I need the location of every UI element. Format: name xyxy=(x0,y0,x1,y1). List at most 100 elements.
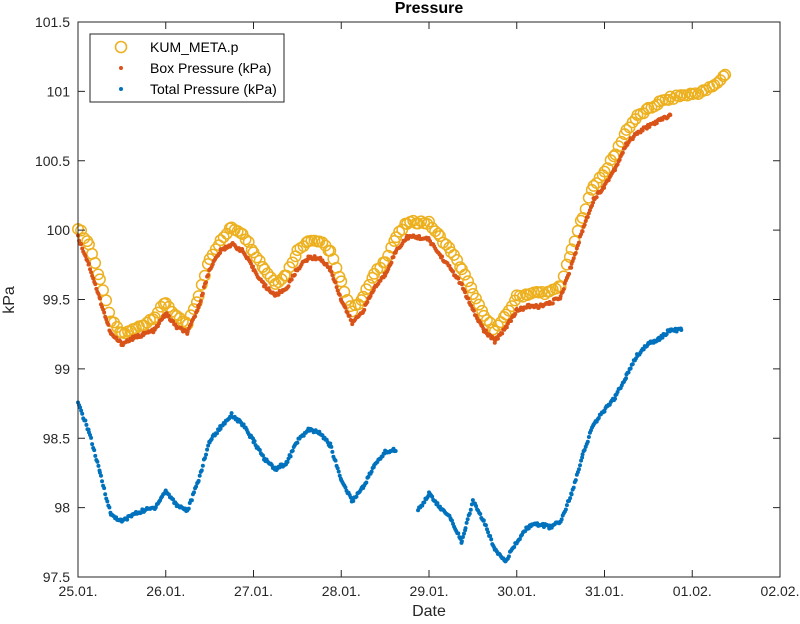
data-point xyxy=(580,452,585,457)
data-point xyxy=(389,260,394,265)
data-point xyxy=(393,449,398,454)
data-point xyxy=(462,275,474,288)
data-point xyxy=(97,296,102,301)
data-point xyxy=(86,261,91,266)
data-point xyxy=(435,501,440,506)
data-point xyxy=(218,426,223,431)
data-point xyxy=(456,531,461,536)
data-point xyxy=(241,422,246,427)
data-point xyxy=(451,253,464,266)
data-point xyxy=(252,439,257,444)
data-point xyxy=(470,498,475,503)
data-point xyxy=(107,505,112,510)
x-tick-label: 26.01. xyxy=(146,583,185,599)
data-point xyxy=(571,256,576,261)
data-point xyxy=(100,479,105,484)
data-point xyxy=(465,281,478,294)
data-point xyxy=(251,264,256,269)
data-point xyxy=(449,518,454,523)
data-point xyxy=(476,304,489,317)
data-point xyxy=(83,418,88,423)
data-point xyxy=(591,200,596,205)
data-point xyxy=(295,440,300,445)
data-point xyxy=(630,362,635,367)
data-point xyxy=(218,250,223,255)
data-point xyxy=(79,242,84,247)
data-point xyxy=(189,498,194,503)
data-point xyxy=(620,150,625,155)
data-point xyxy=(602,185,607,190)
data-point xyxy=(582,222,587,227)
data-point xyxy=(664,90,677,103)
data-point xyxy=(200,291,205,296)
data-point xyxy=(316,236,329,249)
data-point xyxy=(573,250,578,255)
y-tick-label: 99.5 xyxy=(43,292,70,308)
data-point xyxy=(351,499,356,504)
data-point xyxy=(626,370,631,375)
data-point xyxy=(333,280,338,285)
data-point xyxy=(272,276,285,289)
data-point xyxy=(200,463,205,468)
data-point xyxy=(711,77,724,90)
data-point xyxy=(329,269,334,274)
data-point xyxy=(583,218,588,223)
data-point xyxy=(668,112,673,117)
data-point xyxy=(471,308,476,313)
data-point xyxy=(719,68,732,81)
data-point xyxy=(206,443,211,448)
data-point xyxy=(102,310,107,315)
data-point xyxy=(509,318,514,323)
data-point xyxy=(333,458,338,463)
data-point xyxy=(166,313,171,318)
data-point xyxy=(159,297,172,309)
y-tick-label: 100.5 xyxy=(35,153,70,169)
data-point xyxy=(335,466,340,471)
data-point xyxy=(620,123,633,136)
data-point xyxy=(206,273,211,278)
chart-title: Pressure xyxy=(395,0,464,17)
data-point xyxy=(467,511,472,516)
data-point xyxy=(615,162,620,167)
data-point xyxy=(214,431,219,436)
data-point xyxy=(558,294,563,299)
data-point xyxy=(459,268,471,281)
data-point xyxy=(105,499,110,504)
y-tick-label: 100 xyxy=(47,222,71,238)
data-point xyxy=(91,276,96,281)
data-point xyxy=(391,255,396,260)
data-point xyxy=(290,448,295,453)
data-point xyxy=(84,422,89,427)
x-tick-label: 27.01. xyxy=(234,583,273,599)
data-point xyxy=(535,286,548,298)
data-point xyxy=(412,217,424,230)
data-point xyxy=(495,336,500,341)
data-point xyxy=(517,536,522,541)
data-point xyxy=(474,504,479,509)
data-point xyxy=(481,518,486,523)
series-layer xyxy=(72,68,732,564)
data-point xyxy=(305,234,318,247)
data-point xyxy=(423,215,435,228)
data-point xyxy=(250,251,263,264)
ticks-layer: 25.01. 26.01. 27.01. 28.01. 29.01. 30.01. 31.0… xyxy=(35,14,800,599)
data-point xyxy=(83,253,88,258)
series-1 xyxy=(76,112,673,348)
data-point xyxy=(205,447,210,452)
data-point xyxy=(585,214,590,219)
data-point xyxy=(483,328,488,333)
data-point xyxy=(330,449,335,454)
data-point xyxy=(201,285,206,290)
y-tick-label: 97.5 xyxy=(43,569,70,585)
data-point xyxy=(329,444,334,449)
data-point xyxy=(336,469,341,474)
data-point xyxy=(564,503,569,508)
data-point xyxy=(505,300,518,313)
data-point xyxy=(366,474,371,479)
y-axis-label: kPa xyxy=(1,286,18,314)
data-point xyxy=(95,459,100,464)
data-point xyxy=(78,405,83,410)
data-point xyxy=(106,322,111,327)
data-point xyxy=(602,409,607,414)
y-tick-label: 101.5 xyxy=(35,14,70,30)
